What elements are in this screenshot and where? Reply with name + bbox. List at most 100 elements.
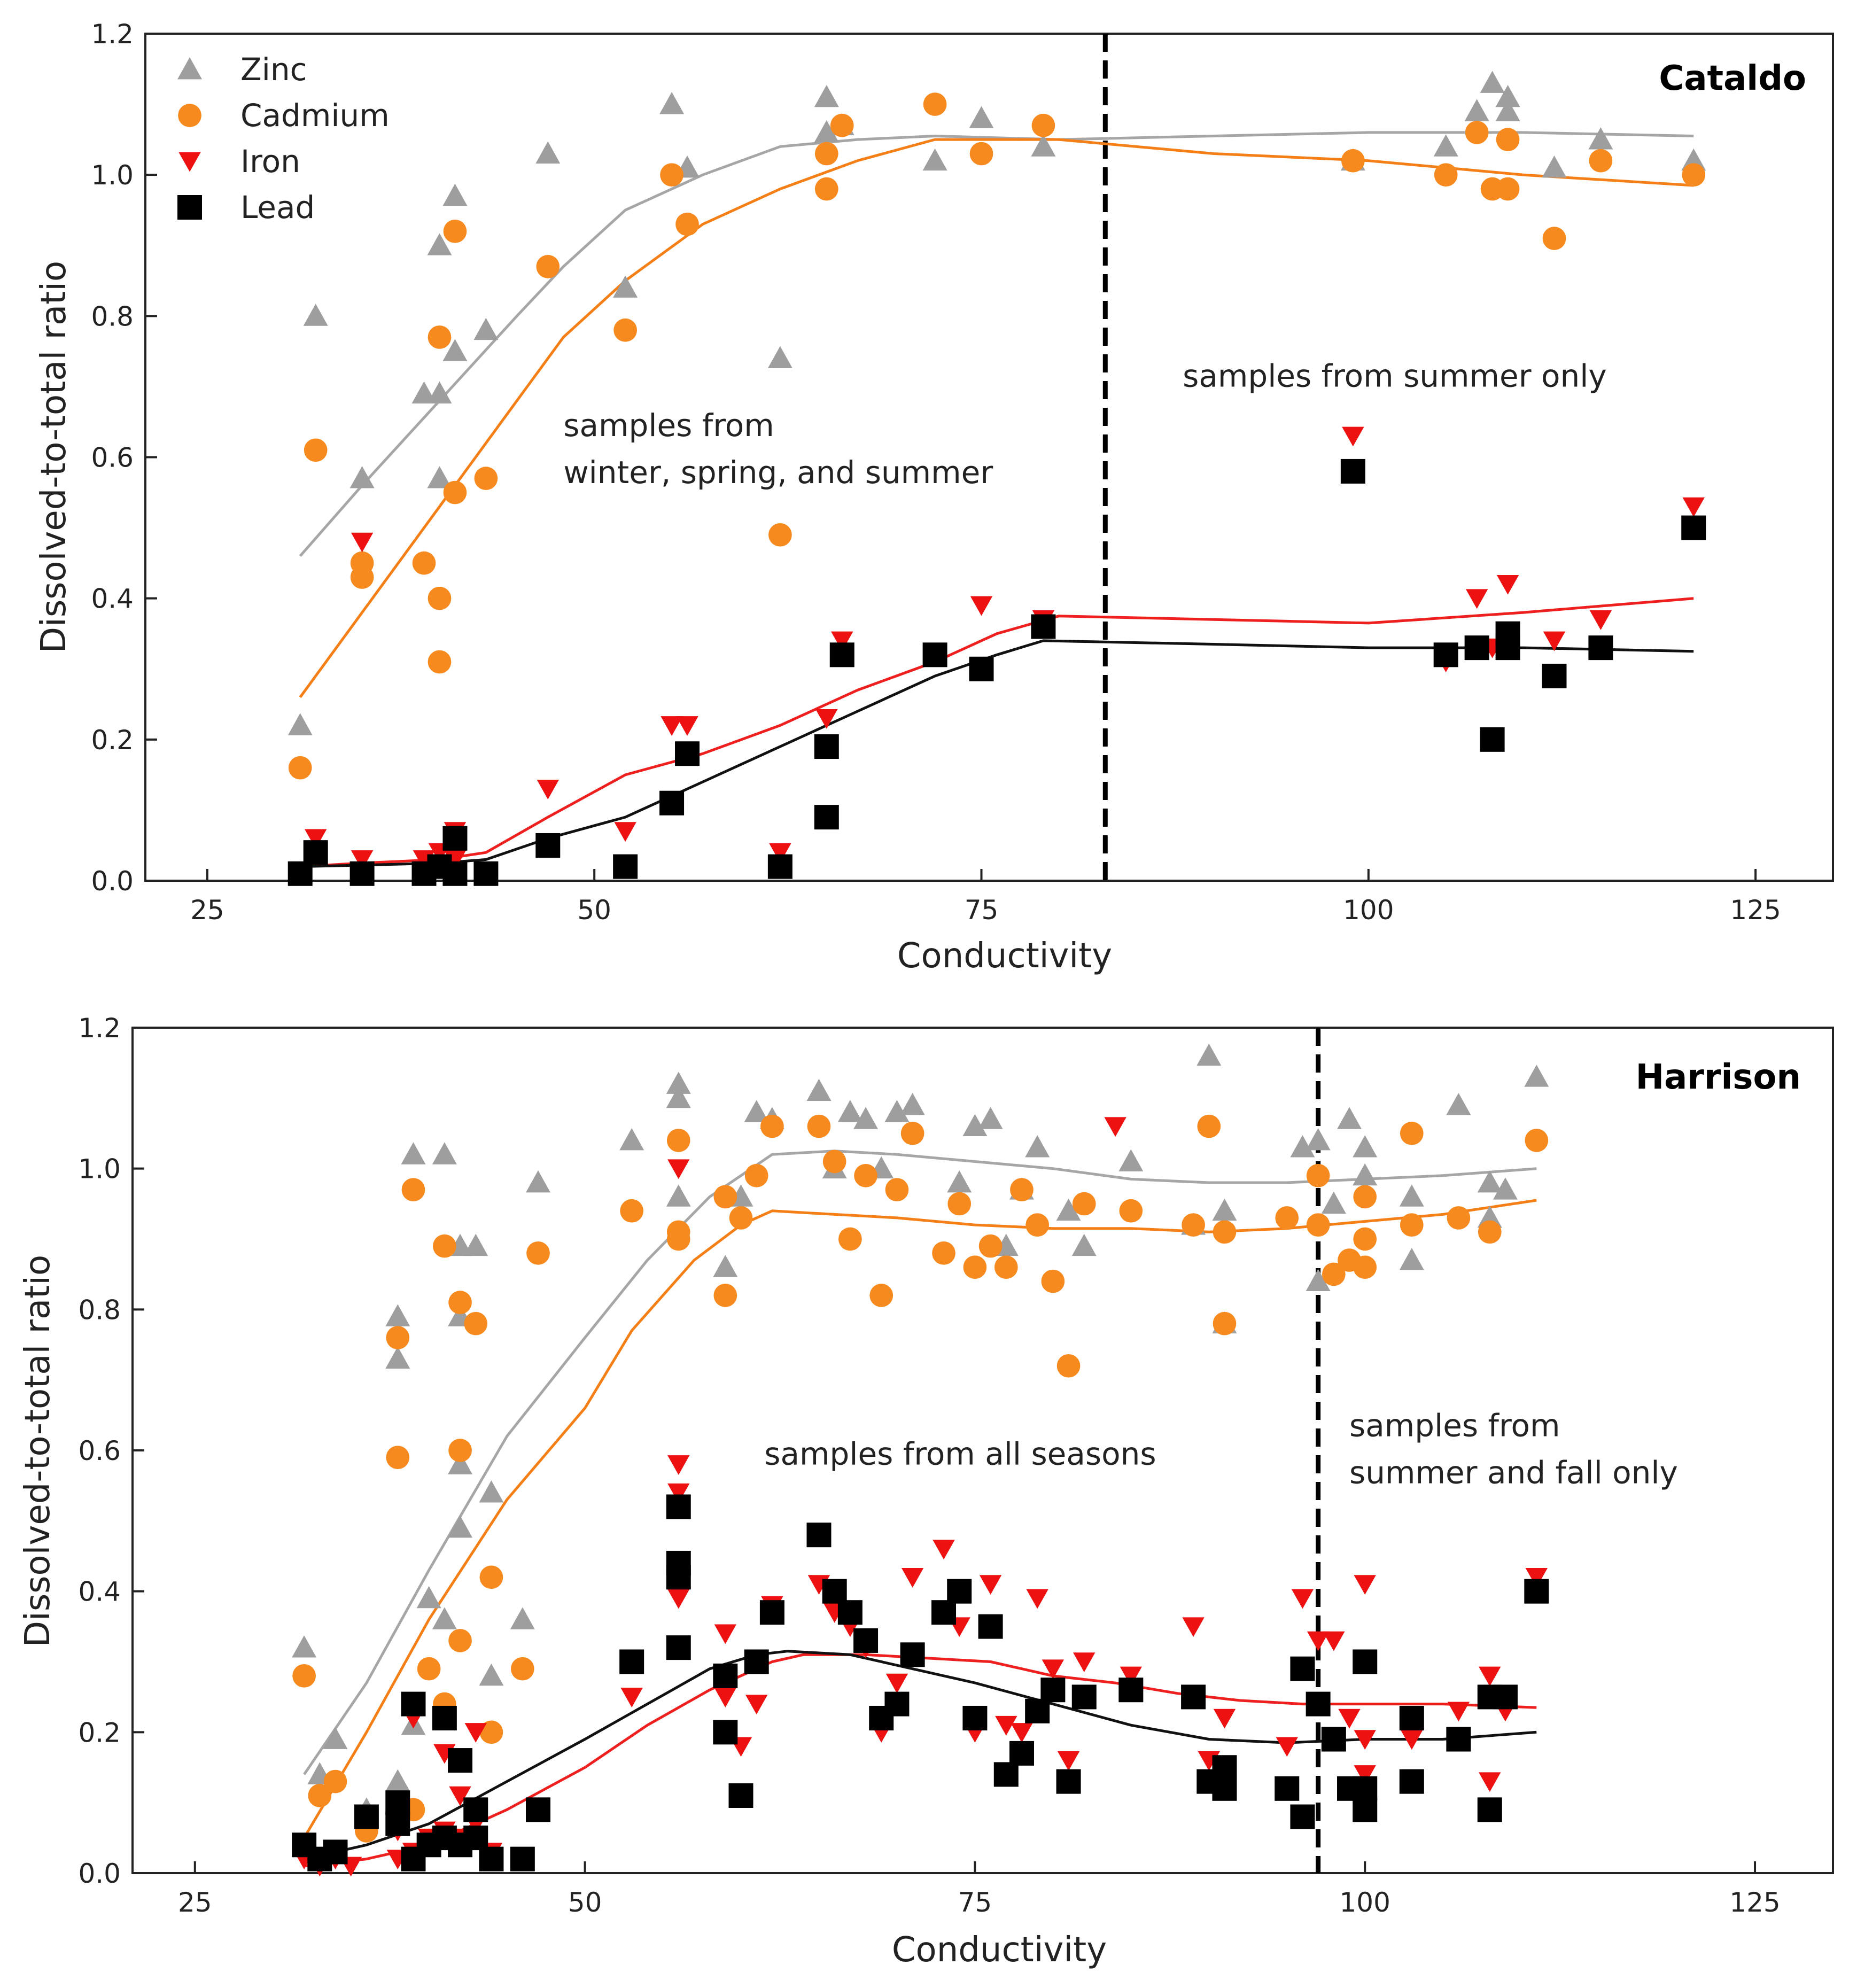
iron-point [745, 1695, 768, 1715]
zinc-point [1118, 1149, 1144, 1171]
lead-point [1681, 515, 1706, 540]
zinc-point [613, 275, 638, 298]
cadmium-point [994, 1255, 1018, 1279]
zinc-point [1056, 1198, 1081, 1221]
legend-item-cadmium: Cadmium [178, 97, 390, 134]
cadmium-trend-line [299, 138, 1694, 698]
iron-point [1479, 1772, 1501, 1792]
lead-point [962, 1705, 988, 1730]
annotation-text: samples from [1349, 1408, 1560, 1444]
cadmium-point [1353, 1255, 1377, 1279]
y-tick-label: 0.0 [78, 1858, 121, 1889]
cadmium-point [1322, 1262, 1346, 1286]
lead-point [442, 861, 468, 886]
axis-ticks [145, 33, 1757, 882]
y-tick-label: 1.2 [91, 19, 134, 50]
cadmium-point [288, 756, 312, 780]
iron-point [351, 850, 374, 870]
lead-point [1181, 1684, 1206, 1710]
lead-point [385, 1790, 410, 1815]
lead-point [993, 1762, 1019, 1787]
iron-point [1465, 589, 1488, 609]
cadmium-point [443, 480, 467, 504]
annotation-text: summer and fall only [1349, 1455, 1678, 1491]
cadmium-point [433, 1234, 456, 1258]
cadmium-point [1031, 113, 1055, 137]
zinc-point [1495, 99, 1520, 121]
cadmium-point [613, 318, 637, 342]
lead-point [526, 1797, 551, 1822]
zinc-point [666, 1071, 691, 1094]
lead-point [806, 1523, 832, 1548]
y-tick-label: 0.4 [91, 584, 134, 615]
cadmium-point [386, 1446, 410, 1470]
cadmium-point [869, 1284, 893, 1307]
cadmium-point [807, 1114, 831, 1138]
iron-point [667, 1483, 690, 1503]
iron-point [995, 1715, 1017, 1736]
lead-point [884, 1691, 910, 1717]
x-tick-label: 125 [1729, 1887, 1780, 1918]
lead-point [463, 1797, 488, 1822]
site-title: Cataldo [1659, 59, 1806, 98]
iron-trend-line [304, 1653, 1537, 1868]
lead-point [666, 1565, 691, 1590]
site-title: Harrison [1636, 1058, 1801, 1097]
zinc-point [1025, 1135, 1050, 1158]
zinc-point [463, 1233, 488, 1256]
lead-point [1118, 1678, 1144, 1703]
iron-point [667, 1159, 690, 1179]
cadmium-point [1056, 1354, 1081, 1378]
zinc-point [427, 466, 452, 488]
lead-trend-line [300, 639, 1694, 868]
lead-point [822, 1579, 847, 1604]
zinc-point [1480, 71, 1505, 93]
lead-point [728, 1783, 753, 1808]
cadmium-point [1496, 177, 1520, 201]
zinc-point [385, 1304, 410, 1326]
annotation-text: samples from [563, 407, 774, 444]
iron-point [464, 1723, 487, 1743]
lead-point [1321, 1727, 1346, 1752]
lead-point [1290, 1656, 1315, 1681]
iron-point [1307, 1631, 1330, 1651]
cadmium-point [510, 1657, 534, 1681]
lead-point [1009, 1741, 1034, 1766]
iron-point [885, 1673, 908, 1694]
iron-point [1073, 1652, 1095, 1673]
lead-point [1542, 663, 1567, 688]
y-tick-label: 0.8 [78, 1294, 121, 1325]
cadmium-point [448, 1291, 472, 1314]
cadmium-point [1682, 163, 1706, 187]
annotation-text: samples from all seasons [764, 1435, 1156, 1472]
zinc-point [1477, 1170, 1502, 1193]
y-tick-label: 0.2 [91, 725, 134, 756]
cadmium-point [1041, 1269, 1065, 1293]
lead-point [349, 861, 375, 886]
x-tick-label: 50 [568, 1887, 602, 1918]
zinc-point [767, 346, 792, 368]
zinc-point [837, 1100, 863, 1122]
cadmium-point [885, 1178, 909, 1202]
x-axis-label: Conductivity [897, 936, 1112, 976]
cadmium-point [1525, 1129, 1549, 1152]
annotation-text: winter, spring, and summer [563, 454, 993, 491]
cadmium-point [1306, 1213, 1330, 1237]
zinc-point [1353, 1135, 1378, 1158]
cadmium-point [474, 467, 498, 490]
lead-point [1025, 1698, 1050, 1723]
iron-point [351, 532, 374, 553]
iron-point [661, 716, 683, 736]
lead-point [1524, 1579, 1549, 1604]
iron-point [1525, 1568, 1548, 1588]
lead-point [713, 1720, 738, 1745]
lead-point [1588, 635, 1613, 661]
zinc-trend-line [299, 131, 1694, 557]
zinc-point [427, 233, 452, 255]
lead-point [1464, 635, 1489, 661]
zinc-point [947, 1170, 972, 1193]
lead-point [448, 1748, 473, 1773]
legend-item-zinc: Zinc [177, 51, 307, 88]
